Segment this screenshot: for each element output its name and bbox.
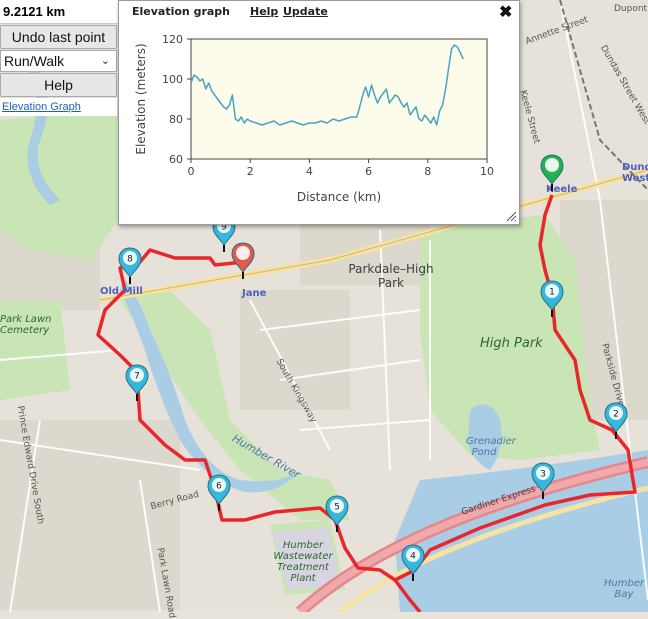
marker-number: 7 <box>134 372 140 382</box>
x-tick-label: 2 <box>247 165 254 178</box>
elevation-series-line <box>190 44 464 126</box>
label-dundas-west-station: Dundas West <box>622 162 648 184</box>
route-marker-1[interactable]: 1 <box>540 280 564 318</box>
popup-help-link[interactable]: Help <box>250 5 279 18</box>
y-tick-label: 120 <box>162 33 183 46</box>
control-panel: 9.2121 km Undo last point Run/Walk ⌄ Hel… <box>0 0 119 116</box>
label-park-lawn-cemetery: Park Lawn Cemetery <box>0 314 52 336</box>
marker-number: 8 <box>127 255 133 265</box>
label-grenadier-pond: Grenadier Pond <box>466 436 516 458</box>
x-axis-label: Distance (km) <box>297 190 381 204</box>
x-tick-label: 0 <box>188 165 195 178</box>
elevation-chart: 0 2 4 6 8 10 60 80 100 120 Distance (km) Elevation … <box>134 33 494 204</box>
chart-plot-area <box>190 38 488 160</box>
popup-update-link[interactable]: Update <box>283 5 328 18</box>
marker-number: 6 <box>216 482 222 492</box>
marker-number: 1 <box>549 288 555 298</box>
elevation-popup: Elevation graph Help Update ✖ 0 2 4 6 8 10 60 8… <box>118 0 520 225</box>
label-high-park: High Park <box>480 336 543 351</box>
route-marker-5[interactable]: 5 <box>325 495 349 533</box>
marker-number: 2 <box>613 410 619 420</box>
marker-number: 5 <box>334 503 340 513</box>
route-marker-2[interactable]: 2 <box>604 402 628 440</box>
y-axis-label: Elevation (meters) <box>134 43 148 154</box>
distance-readout: 9.2121 km <box>0 0 119 24</box>
route-marker-4[interactable]: 4 <box>401 544 425 582</box>
marker-number: 3 <box>540 470 546 480</box>
label-dupont: Dupont <box>614 4 648 14</box>
undo-last-point-button[interactable]: Undo last point <box>0 25 117 49</box>
x-tick-label: 6 <box>365 165 372 178</box>
help-button[interactable]: Help <box>0 73 117 97</box>
route-marker-3[interactable]: 3 <box>531 462 555 500</box>
label-old-mill-station: Old Mill <box>100 286 143 297</box>
marker-number: 4 <box>410 552 416 562</box>
x-tick-label: 10 <box>480 165 494 178</box>
route-line <box>96 194 637 612</box>
label-treatment-plant: Humber Wastewater Treatment Plant <box>273 540 333 584</box>
close-icon[interactable]: ✖ <box>499 4 513 21</box>
x-tick-label: 8 <box>424 165 431 178</box>
resize-handle-icon[interactable] <box>505 210 517 222</box>
elevation-graph-link[interactable]: Elevation Graph <box>0 98 117 116</box>
route-marker-7[interactable]: 7 <box>125 364 149 402</box>
marker-number: 9 <box>221 223 227 233</box>
popup-title: Elevation graph <box>132 5 231 18</box>
activity-mode-select[interactable]: Run/Walk ⌄ <box>0 50 117 72</box>
label-jane-station: Jane <box>242 288 267 299</box>
label-parkdale: Parkdale–High Park <box>348 262 434 290</box>
x-tick-label: 4 <box>306 165 313 178</box>
y-tick-label: 100 <box>162 73 183 86</box>
route-marker-8[interactable]: 8 <box>118 247 142 285</box>
popup-titlebar[interactable]: Elevation graph Help Update ✖ <box>119 1 519 23</box>
activity-mode-value: Run/Walk <box>4 53 65 69</box>
label-keele-station: Keele <box>546 184 578 195</box>
label-humber-bay: Humber Bay <box>603 578 645 600</box>
route-marker-6[interactable]: 6 <box>207 474 231 512</box>
route-start-marker[interactable] <box>540 154 564 192</box>
y-tick-label: 60 <box>169 153 183 166</box>
route-end-marker[interactable] <box>231 242 255 280</box>
y-tick-label: 80 <box>169 113 183 126</box>
chevron-down-icon: ⌄ <box>100 55 110 67</box>
